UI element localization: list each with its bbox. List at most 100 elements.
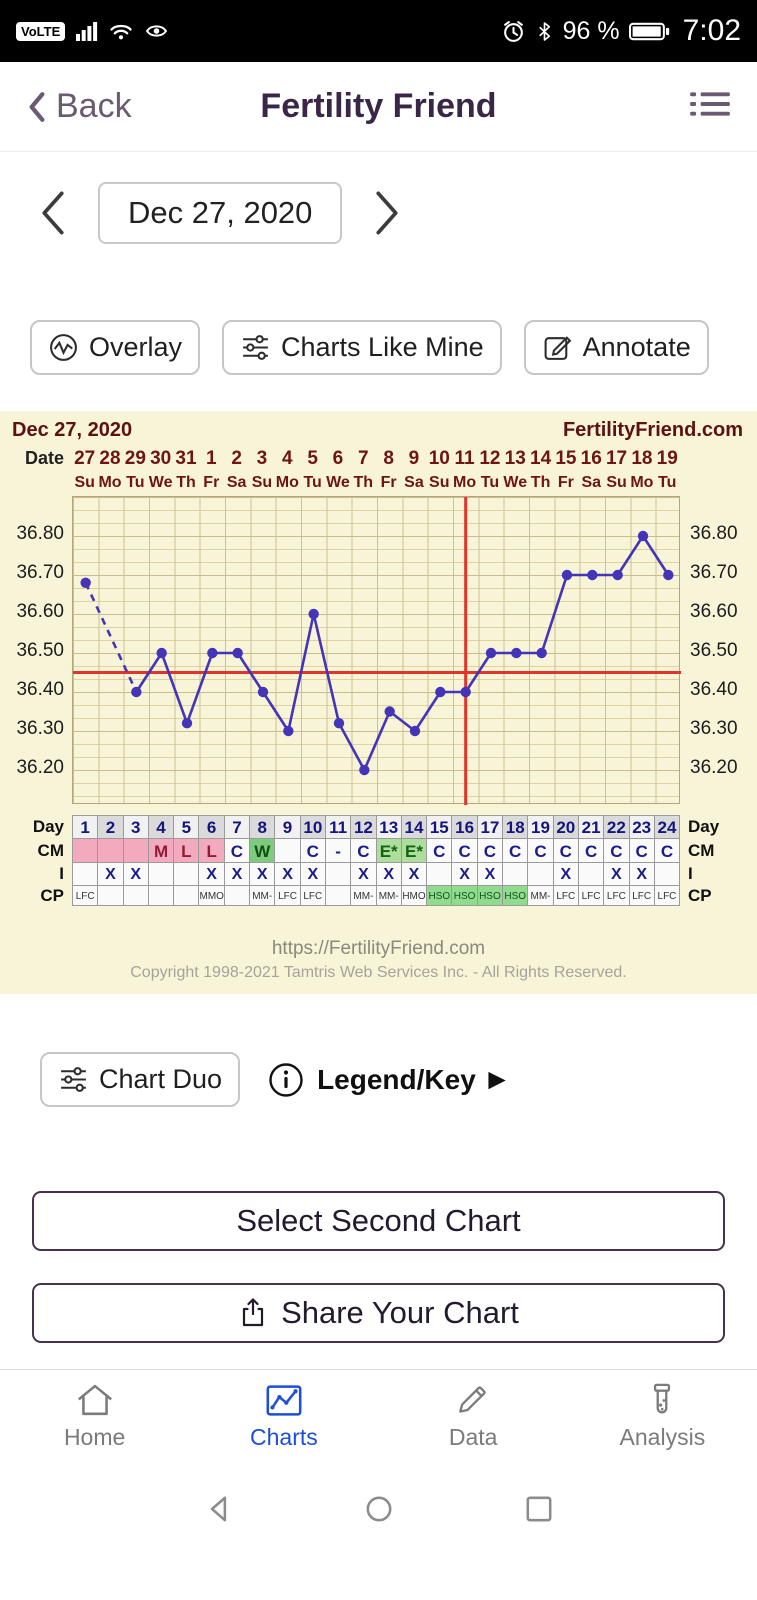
chart-date-title: Dec 27, 2020 bbox=[12, 419, 133, 441]
wifi-icon bbox=[109, 21, 133, 41]
overlay-icon bbox=[48, 332, 79, 363]
temperature-point bbox=[359, 764, 370, 776]
overlay-button[interactable]: Overlay bbox=[30, 320, 201, 375]
tab-analysis[interactable]: Analysis bbox=[568, 1382, 757, 1451]
annotate-button[interactable]: Annotate bbox=[523, 320, 709, 375]
cm-cell: E* bbox=[376, 838, 402, 863]
temperature-point bbox=[511, 647, 522, 659]
cp-cell: LFC bbox=[654, 885, 681, 906]
tab-home[interactable]: Home bbox=[0, 1382, 189, 1451]
temperature-point bbox=[80, 577, 91, 588]
weekday-cell: Th bbox=[176, 474, 196, 491]
cp-cell: LFC bbox=[275, 885, 301, 906]
day-number-cell: 3 bbox=[123, 815, 149, 839]
prev-date-button[interactable] bbox=[38, 189, 68, 237]
tab-charts[interactable]: Charts bbox=[189, 1382, 378, 1451]
weekday-cell: Tu bbox=[658, 474, 677, 491]
tab-data[interactable]: Data bbox=[379, 1382, 568, 1451]
app-header: Back Fertility Friend bbox=[0, 62, 757, 152]
next-date-button[interactable] bbox=[372, 189, 402, 237]
day-number-cell: 9 bbox=[275, 815, 301, 839]
chart-list-menu-button[interactable] bbox=[689, 90, 731, 123]
cm-cell: C bbox=[300, 838, 326, 863]
temperature-point bbox=[232, 647, 243, 659]
day-number-cell: 2 bbox=[98, 815, 124, 839]
cp-cell: MM- bbox=[376, 885, 402, 906]
legend-key-button[interactable]: Legend/Key ▶ bbox=[268, 1062, 505, 1098]
intercourse-cell: X bbox=[123, 862, 149, 886]
weekday-cell: Sa bbox=[404, 474, 424, 491]
cp-cell: LFC bbox=[73, 885, 99, 906]
date-cell: 18 bbox=[631, 448, 653, 469]
date-cell: 5 bbox=[307, 448, 318, 469]
day-number-cell: 4 bbox=[148, 815, 175, 839]
cm-cell: - bbox=[325, 838, 352, 863]
cp-cell: MMO bbox=[199, 885, 225, 906]
weekday-cell: Mo bbox=[275, 474, 299, 491]
weekday-cell: We bbox=[326, 474, 350, 491]
intercourse-cell: X bbox=[250, 862, 276, 886]
y-axis-label: 36.70 bbox=[690, 562, 738, 583]
intercourse-cell bbox=[503, 862, 529, 886]
day-number-cell: 23 bbox=[629, 815, 655, 839]
day-number-cell: 15 bbox=[427, 815, 453, 839]
y-axis-label: 36.50 bbox=[16, 640, 64, 661]
back-button[interactable]: Back bbox=[26, 87, 132, 126]
day-number-cell: 13 bbox=[376, 815, 402, 839]
date-cell: 3 bbox=[256, 448, 268, 469]
date-cell: 10 bbox=[428, 448, 450, 469]
day-number-cell: 14 bbox=[401, 815, 428, 839]
i-row-label-left: I bbox=[59, 864, 64, 883]
android-back-button[interactable] bbox=[203, 1493, 235, 1525]
date-cell: 28 bbox=[99, 448, 121, 469]
cp-cell bbox=[98, 885, 124, 906]
share-chart-button[interactable]: Share Your Chart bbox=[32, 1283, 725, 1343]
android-recents-button[interactable] bbox=[523, 1493, 555, 1525]
y-axis-label: 36.30 bbox=[690, 718, 738, 739]
intercourse-cell bbox=[528, 862, 554, 886]
eye-icon bbox=[144, 21, 169, 41]
cp-cell: MM- bbox=[528, 885, 554, 906]
temperature-point bbox=[384, 706, 395, 717]
intercourse-cell: X bbox=[629, 862, 655, 886]
cm-cell: C bbox=[452, 838, 478, 863]
cp-cell: LFC bbox=[629, 885, 655, 906]
select-second-chart-button[interactable]: Select Second Chart bbox=[32, 1191, 725, 1251]
current-date-field[interactable]: Dec 27, 2020 bbox=[98, 182, 343, 244]
cp-cell bbox=[148, 885, 175, 906]
bbt-chart[interactable] bbox=[72, 496, 681, 805]
date-cell: 12 bbox=[479, 448, 501, 469]
fertility-chart-panel: Dec 27, 2020 FertilityFriend.com Date 27… bbox=[0, 411, 757, 994]
intercourse-cell: X bbox=[98, 862, 124, 886]
signal-strength-icon bbox=[76, 21, 98, 42]
cp-cell bbox=[174, 885, 200, 906]
secondary-actions: Chart Duo Legend/Key ▶ bbox=[40, 1052, 757, 1107]
chart-duo-button[interactable]: Chart Duo bbox=[40, 1052, 241, 1107]
legend-arrow-icon: ▶ bbox=[488, 1068, 505, 1091]
charts-like-mine-button[interactable]: Charts Like Mine bbox=[222, 320, 502, 375]
day-number-cell: 20 bbox=[553, 815, 579, 839]
cm-cell: C bbox=[351, 838, 377, 863]
intercourse-cell bbox=[174, 862, 200, 886]
y-axis-label: 36.60 bbox=[690, 601, 738, 622]
date-cell: 27 bbox=[74, 448, 96, 469]
share-icon bbox=[238, 1297, 268, 1329]
annotate-label: Annotate bbox=[582, 332, 691, 362]
chart-duo-label: Chart Duo bbox=[99, 1064, 223, 1094]
weekday-cell: Sa bbox=[581, 474, 602, 491]
cp-cell: LFC bbox=[300, 885, 326, 906]
day-number-cell: 7 bbox=[224, 815, 251, 839]
bottom-tab-bar: Home Charts Data bbox=[0, 1369, 757, 1455]
date-cell: 17 bbox=[605, 448, 628, 469]
y-axis-label: 36.50 bbox=[690, 640, 738, 661]
intercourse-cell bbox=[654, 862, 681, 886]
cp-cell: MM- bbox=[351, 885, 377, 906]
cp-row-label-left: CP bbox=[40, 886, 64, 905]
temperature-point bbox=[587, 569, 598, 581]
charts-icon bbox=[263, 1382, 305, 1419]
date-cell: 9 bbox=[408, 448, 420, 469]
android-home-button[interactable] bbox=[363, 1493, 395, 1525]
cm-cell bbox=[73, 838, 99, 863]
battery-percent: 96 % bbox=[562, 16, 620, 45]
